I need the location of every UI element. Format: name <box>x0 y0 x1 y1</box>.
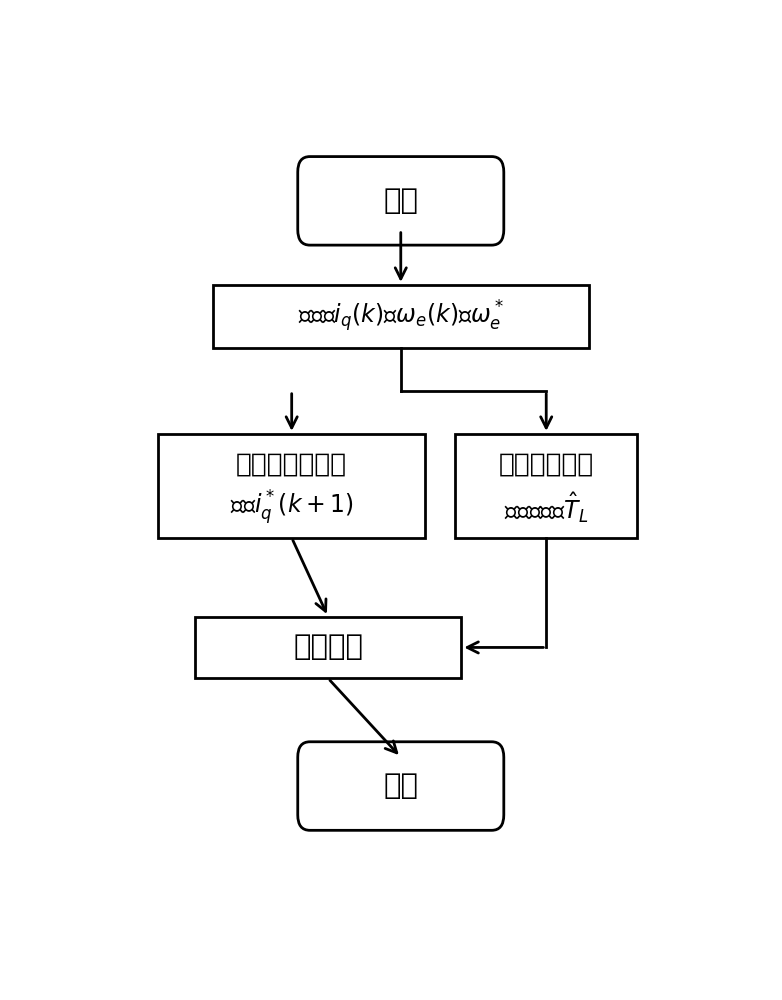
Text: 控制$i_q^*(k+1)$: 控制$i_q^*(k+1)$ <box>230 488 353 527</box>
Text: 开始: 开始 <box>383 187 418 215</box>
Text: 反馈补偿: 反馈补偿 <box>293 633 363 661</box>
FancyBboxPatch shape <box>159 434 425 538</box>
Text: 结束: 结束 <box>383 772 418 800</box>
FancyBboxPatch shape <box>213 285 589 348</box>
FancyBboxPatch shape <box>195 617 461 678</box>
Text: 基于负载转矩: 基于负载转矩 <box>499 451 594 477</box>
Text: 输入：$i_q(k)$，$\omega_e(k)$和$\omega_e^*$: 输入：$i_q(k)$，$\omega_e(k)$和$\omega_e^*$ <box>298 298 504 334</box>
FancyBboxPatch shape <box>455 434 637 538</box>
Text: 观测器估计$\hat{T}_L$: 观测器估计$\hat{T}_L$ <box>504 490 588 525</box>
Text: 无差拍速度预测: 无差拍速度预测 <box>236 451 347 477</box>
FancyBboxPatch shape <box>298 742 504 830</box>
FancyBboxPatch shape <box>298 157 504 245</box>
